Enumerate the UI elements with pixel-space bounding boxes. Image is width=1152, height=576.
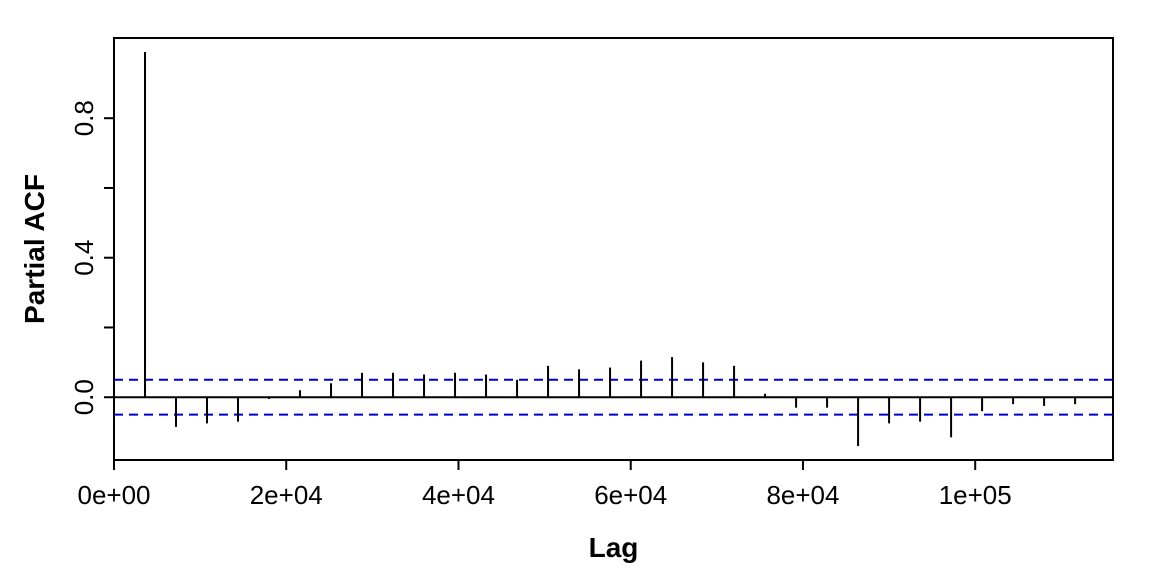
x-axis: 0e+00 2e+04 4e+04 6e+04 8e+04 1e+05 xyxy=(77,460,1012,510)
y-tick-label: 0.0 xyxy=(69,379,99,415)
x-tick-label: 0e+00 xyxy=(77,480,150,510)
pacf-bars xyxy=(144,51,1077,447)
x-tick-label: 1e+05 xyxy=(939,480,1012,510)
x-tick-label: 8e+04 xyxy=(766,480,839,510)
x-tick-label: 2e+04 xyxy=(250,480,323,510)
y-tick-label: 0.4 xyxy=(69,240,99,276)
y-tick-label: 0.8 xyxy=(69,100,99,136)
x-tick-label: 6e+04 xyxy=(594,480,667,510)
x-tick-label: 4e+04 xyxy=(422,480,495,510)
y-axis-title: Partial ACF xyxy=(19,174,50,324)
y-axis: 0.0 0.4 0.8 xyxy=(69,100,114,415)
plot-frame xyxy=(113,37,1114,461)
x-axis-title: Lag xyxy=(589,532,639,563)
